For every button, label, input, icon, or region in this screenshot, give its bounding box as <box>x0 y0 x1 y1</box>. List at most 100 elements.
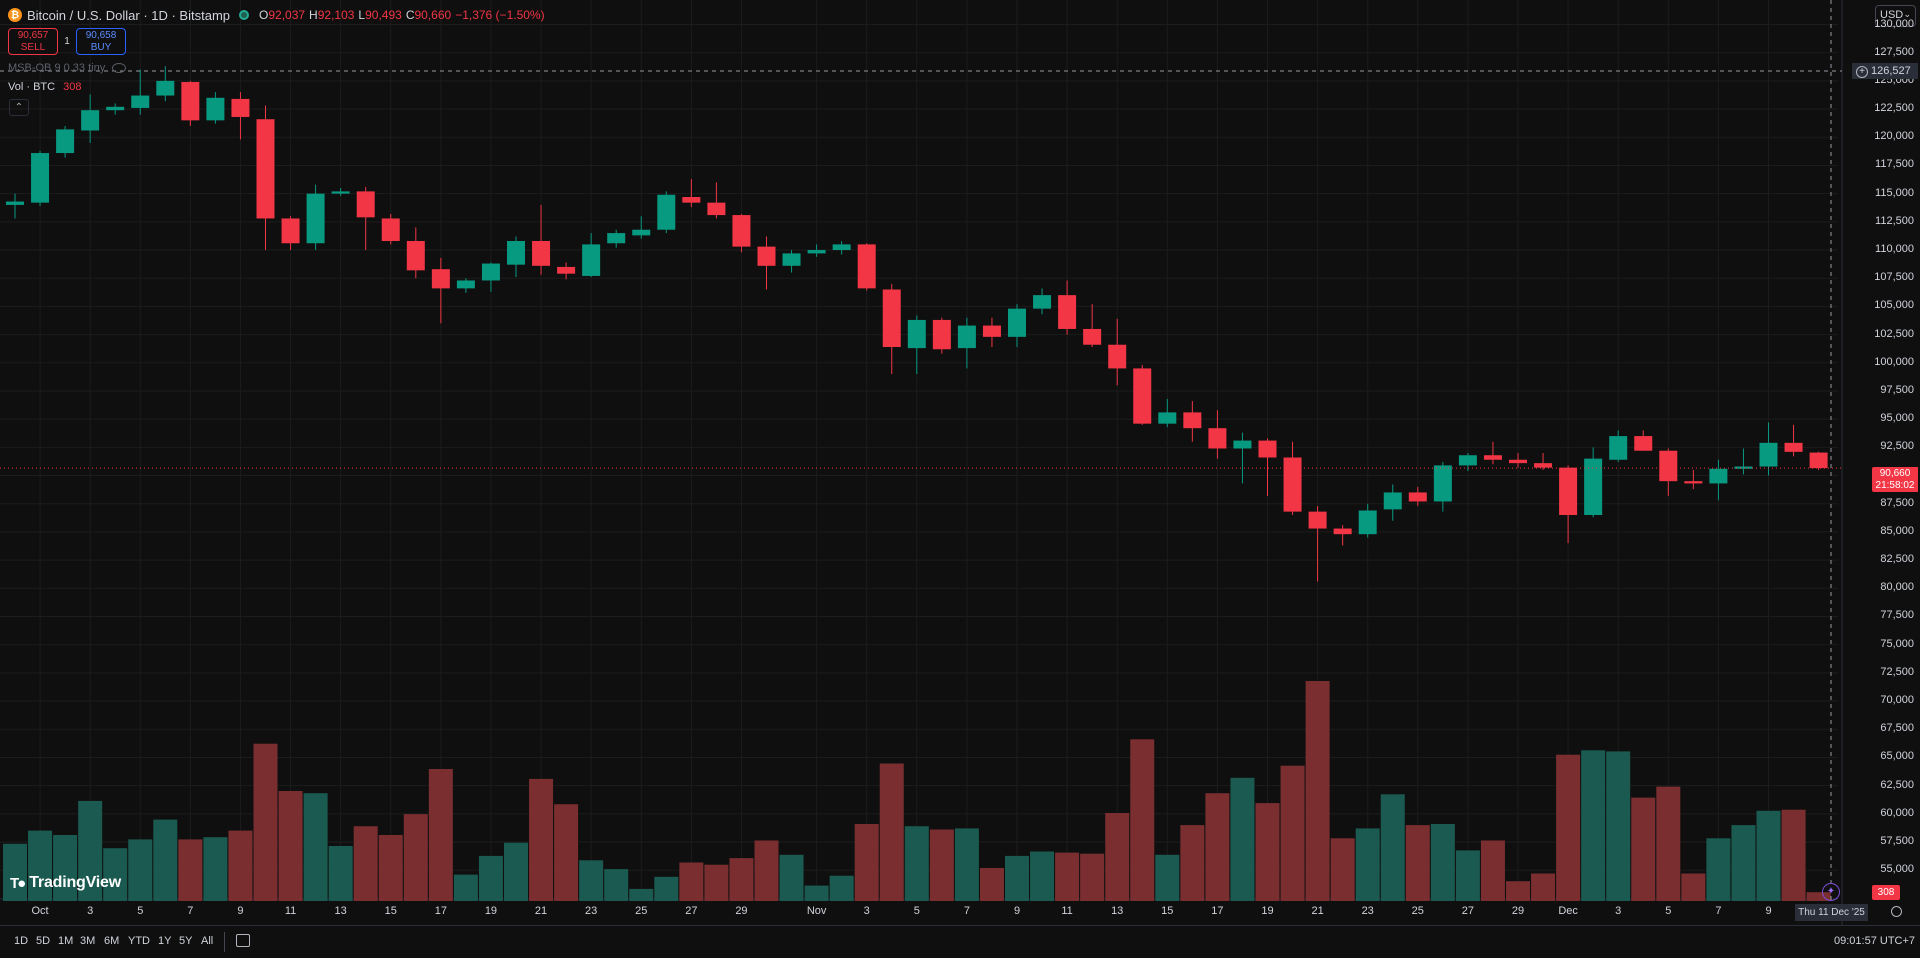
buy-button[interactable]: 90,658 BUY <box>76 28 126 55</box>
sell-price: 90,657 <box>17 30 49 41</box>
candle-body <box>1233 440 1252 449</box>
time-tick-label: 7 <box>187 905 194 917</box>
volume-value: 308 <box>63 81 82 93</box>
close-value: 90,660 <box>414 8 452 22</box>
toolbar-divider <box>224 932 225 952</box>
candle-body <box>381 218 400 241</box>
candle-body <box>1759 442 1778 467</box>
candle-body <box>1083 328 1102 345</box>
volume-bar <box>1355 828 1380 901</box>
candle-body <box>1283 457 1302 512</box>
volume-bar <box>929 829 954 901</box>
volume-bar <box>754 840 779 901</box>
candle-body <box>632 229 651 236</box>
candle-body <box>481 263 500 281</box>
high-value: 92,103 <box>317 8 355 22</box>
candle-body <box>557 266 576 274</box>
time-tick-label: 29 <box>735 905 748 917</box>
candle-body <box>281 218 300 244</box>
range-button-3m[interactable]: 3M <box>80 935 96 947</box>
open-value: 92,037 <box>268 8 306 22</box>
volume-bar <box>78 800 103 901</box>
axis-settings-icon[interactable] <box>1891 906 1902 917</box>
volume-legend[interactable]: Vol · BTC 308 <box>8 81 81 93</box>
volume-bar <box>1130 739 1155 901</box>
price-tick-label: 97,500 <box>1880 383 1914 396</box>
range-button-6m[interactable]: 6M <box>104 935 120 947</box>
symbol-title[interactable]: Bitcoin / U.S. Dollar · 1D · Bitstamp <box>27 7 230 23</box>
volume-bar <box>1280 765 1305 901</box>
candle-body <box>1058 295 1077 329</box>
candle-body <box>907 319 926 349</box>
price-tick-label: 105,000 <box>1874 299 1914 312</box>
volume-bar <box>1531 873 1556 901</box>
sell-button[interactable]: 90,657 SELL <box>8 28 58 55</box>
open-label: O <box>259 8 269 22</box>
candle-body <box>782 253 801 266</box>
candle-body <box>1408 492 1427 502</box>
volume-bar <box>979 868 1004 901</box>
volume-bar <box>1631 797 1656 901</box>
price-tick-label: 87,500 <box>1880 496 1914 509</box>
range-button-1m[interactable]: 1M <box>58 935 74 947</box>
indicator-legend[interactable]: MSB-OB 9 0.33 tiny <box>8 62 127 74</box>
range-button-5d[interactable]: 5D <box>36 935 51 947</box>
range-button-1y[interactable]: 1Y <box>158 935 172 947</box>
volume-bar <box>1030 851 1055 901</box>
volume-bar <box>1005 855 1029 901</box>
candle-body <box>431 269 450 289</box>
calendar-icon[interactable] <box>236 934 250 947</box>
symbol-legend[interactable]: ₿ Bitcoin / U.S. Dollar · 1D · Bitstamp … <box>8 6 545 24</box>
range-button-ytd[interactable]: YTD <box>128 935 150 947</box>
candle-body <box>1809 452 1828 469</box>
add-alert-plus-icon[interactable]: + <box>1856 66 1868 78</box>
candle-body <box>1133 368 1152 424</box>
volume-bar <box>504 842 528 901</box>
last-price-value: 90,660 <box>1879 468 1911 479</box>
range-button-5y[interactable]: 5Y <box>179 935 193 947</box>
volume-bar <box>1180 825 1205 901</box>
candle-body <box>857 244 876 289</box>
time-tick-label: 29 <box>1511 905 1525 917</box>
candle-body <box>456 280 475 289</box>
volume-bar <box>579 860 604 901</box>
alert-rocket-icon[interactable]: ✦ <box>1822 883 1840 901</box>
tradingview-logo[interactable]: T● TradingView <box>10 874 121 892</box>
volume-bar <box>1506 881 1530 901</box>
volume-bar <box>1706 838 1731 901</box>
candle-body <box>131 95 150 108</box>
candle-body <box>6 201 24 205</box>
range-button-1d[interactable]: 1D <box>14 935 29 947</box>
volume-bar <box>228 830 253 901</box>
eye-hidden-icon[interactable] <box>112 63 127 73</box>
volume-bar <box>1230 777 1255 901</box>
range-button-all[interactable]: All <box>201 935 214 947</box>
volume-bar <box>1330 838 1355 901</box>
volume-bar <box>1155 854 1180 901</box>
volume-bar <box>554 804 579 901</box>
buy-label: BUY <box>90 42 112 53</box>
currency-selector[interactable]: USD ⌄ <box>1875 5 1916 27</box>
volume-bar <box>1781 809 1806 901</box>
volume-bar <box>954 828 979 901</box>
time-tick-label: 5 <box>1665 905 1672 917</box>
collapse-legend-button[interactable]: ⌃ <box>9 99 29 116</box>
candle-body <box>356 191 375 218</box>
volume-bar <box>1556 754 1581 901</box>
candle-body <box>532 240 551 266</box>
volume-bar <box>529 778 554 901</box>
time-tick-label: 7 <box>963 905 970 917</box>
candle-body <box>1033 295 1052 309</box>
volume-bar <box>403 814 428 901</box>
candle-body <box>1358 510 1377 535</box>
timezone-clock[interactable]: 09:01:57 UTC+7 <box>1834 935 1916 947</box>
volume-bar <box>779 854 804 901</box>
time-tick-label: 25 <box>1411 905 1424 917</box>
candle-body <box>832 244 851 251</box>
volume-bar <box>378 835 403 901</box>
bottom-toolbar: 1D 5D 1M 3M 6M YTD 1Y 5Y All 09:01:57 UTC+7 <box>0 925 1920 958</box>
price-tick-label: 75,000 <box>1880 637 1914 650</box>
volume-bar <box>829 875 854 901</box>
time-tick-label: 5 <box>137 905 144 917</box>
